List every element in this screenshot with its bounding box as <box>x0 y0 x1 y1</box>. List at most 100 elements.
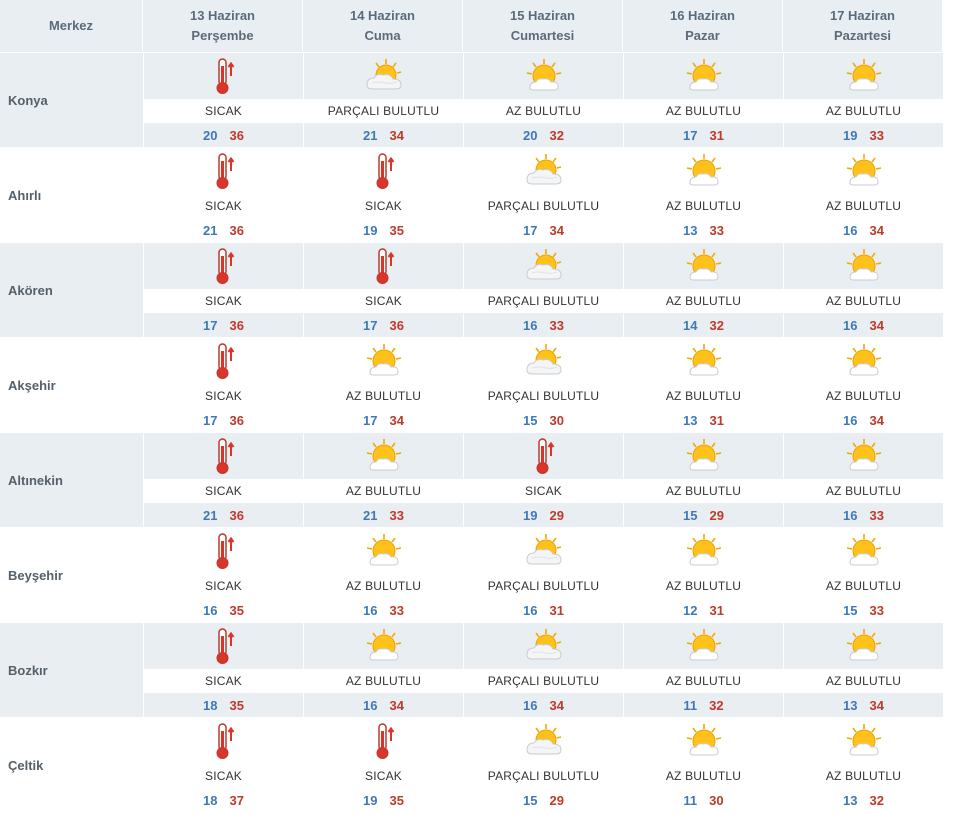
max-temperature: 37 <box>229 793 244 808</box>
forecast-cell: AZ BULUTLU 15 29 <box>623 432 783 528</box>
max-temperature: 36 <box>229 508 244 523</box>
header-day-weekday: Pazartesi <box>833 28 892 43</box>
max-temperature: 34 <box>389 128 404 143</box>
temperature-range: 15 29 <box>464 788 623 813</box>
forecast-cell: PARÇALI BULUTLU 16 34 <box>463 622 623 718</box>
temperature-range: 16 33 <box>304 598 463 623</box>
forecast-cell: PARÇALI BULUTLU 16 31 <box>463 527 623 623</box>
max-temperature: 29 <box>549 793 564 808</box>
min-temperature: 20 <box>203 128 218 143</box>
mostly-sunny-icon-graphic <box>686 724 721 756</box>
mostly-sunny-icon-graphic <box>846 724 881 756</box>
max-temperature: 36 <box>229 413 244 428</box>
temperature-range: 21 34 <box>304 123 463 148</box>
weather-description: AZ BULUTLU <box>784 764 943 788</box>
max-temperature: 30 <box>549 413 564 428</box>
partly-cloudy-icon-graphic <box>525 249 562 280</box>
weather-description: PARÇALI BULUTLU <box>464 384 623 408</box>
weather-description: AZ BULUTLU <box>784 99 943 123</box>
header-day-2: 14 Haziran Cuma <box>303 0 463 52</box>
weather-description: PARÇALI BULUTLU <box>464 289 623 313</box>
weather-description: PARÇALI BULUTLU <box>464 764 623 788</box>
forecast-cell: AZ BULUTLU 11 30 <box>623 717 783 813</box>
temperature-range: 13 34 <box>784 693 943 718</box>
max-temperature: 33 <box>709 223 724 238</box>
temperature-range: 16 34 <box>784 218 943 243</box>
max-temperature: 33 <box>389 508 404 523</box>
city-name[interactable]: Bozkır <box>0 622 143 717</box>
weather-description: AZ BULUTLU <box>784 669 943 693</box>
min-temperature: 15 <box>523 413 538 428</box>
min-temperature: 16 <box>843 508 858 523</box>
forecast-cell: PARÇALI BULUTLU 16 33 <box>463 242 623 338</box>
mostly-sunny-icon <box>784 338 943 384</box>
min-temperature: 13 <box>843 793 858 808</box>
weather-description: SICAK <box>144 384 303 408</box>
thermometer-icon <box>144 338 303 384</box>
temperature-range: 16 35 <box>144 598 303 623</box>
thermometer-icon-graphic <box>216 248 234 284</box>
weather-description: AZ BULUTLU <box>624 479 783 503</box>
max-temperature: 36 <box>229 223 244 238</box>
city-name[interactable]: Akşehir <box>0 337 143 432</box>
weather-description: SICAK <box>144 479 303 503</box>
temperature-range: 21 33 <box>304 503 463 528</box>
min-temperature: 17 <box>203 318 218 333</box>
city-name[interactable]: Beyşehir <box>0 527 143 622</box>
temperature-range: 17 34 <box>304 408 463 433</box>
min-temperature: 16 <box>843 318 858 333</box>
max-temperature: 34 <box>549 698 564 713</box>
city-name[interactable]: Altınekin <box>0 432 143 527</box>
min-temperature: 17 <box>363 318 378 333</box>
min-temperature: 16 <box>363 698 378 713</box>
forecast-cell: AZ BULUTLU 13 32 <box>783 717 943 813</box>
temperature-range: 16 34 <box>464 693 623 718</box>
temperature-range: 17 36 <box>144 313 303 338</box>
weather-description: AZ BULUTLU <box>304 669 463 693</box>
city-name[interactable]: Akören <box>0 242 143 337</box>
forecast-cell: AZ BULUTLU 17 34 <box>303 337 463 433</box>
mostly-sunny-icon <box>624 528 783 574</box>
max-temperature: 34 <box>869 698 884 713</box>
max-temperature: 33 <box>869 508 884 523</box>
mostly-sunny-icon <box>784 53 943 99</box>
weather-description: SICAK <box>464 479 623 503</box>
header-day-date: 16 Haziran <box>669 8 736 23</box>
min-temperature: 21 <box>203 508 218 523</box>
weather-description: AZ BULUTLU <box>784 479 943 503</box>
temperature-range: 16 31 <box>464 598 623 623</box>
partly-cloudy-icon <box>464 623 623 669</box>
thermometer-icon <box>464 433 623 479</box>
min-temperature: 19 <box>363 793 378 808</box>
weather-description: AZ BULUTLU <box>464 99 623 123</box>
max-temperature: 34 <box>869 413 884 428</box>
temperature-range: 21 36 <box>144 503 303 528</box>
weather-description: AZ BULUTLU <box>304 574 463 598</box>
thermometer-icon-graphic <box>216 438 234 474</box>
forecast-cell: PARÇALI BULUTLU 17 34 <box>463 147 623 243</box>
temperature-range: 18 37 <box>144 788 303 813</box>
weather-description: AZ BULUTLU <box>784 194 943 218</box>
weather-description: PARÇALI BULUTLU <box>464 669 623 693</box>
weather-description: SICAK <box>144 289 303 313</box>
forecast-cell: SICAK 19 35 <box>303 717 463 813</box>
city-name[interactable]: Çeltik <box>0 717 143 812</box>
forecast-cell: PARÇALI BULUTLU 21 34 <box>303 52 463 148</box>
partly-cloudy-icon <box>304 53 463 99</box>
max-temperature: 33 <box>869 128 884 143</box>
temperature-range: 16 33 <box>464 313 623 338</box>
min-temperature: 18 <box>203 793 218 808</box>
max-temperature: 32 <box>869 793 884 808</box>
min-temperature: 16 <box>843 223 858 238</box>
forecast-cell: SICAK 21 36 <box>143 432 303 528</box>
max-temperature: 29 <box>549 508 564 523</box>
thermometer-icon <box>304 243 463 289</box>
min-temperature: 19 <box>523 508 538 523</box>
city-name[interactable]: Ahırlı <box>0 147 143 242</box>
weather-description: SICAK <box>144 194 303 218</box>
partly-cloudy-icon <box>464 718 623 764</box>
min-temperature: 11 <box>683 793 698 808</box>
city-name[interactable]: Konya <box>0 52 143 147</box>
min-temperature: 21 <box>363 128 378 143</box>
mostly-sunny-icon <box>624 718 783 764</box>
